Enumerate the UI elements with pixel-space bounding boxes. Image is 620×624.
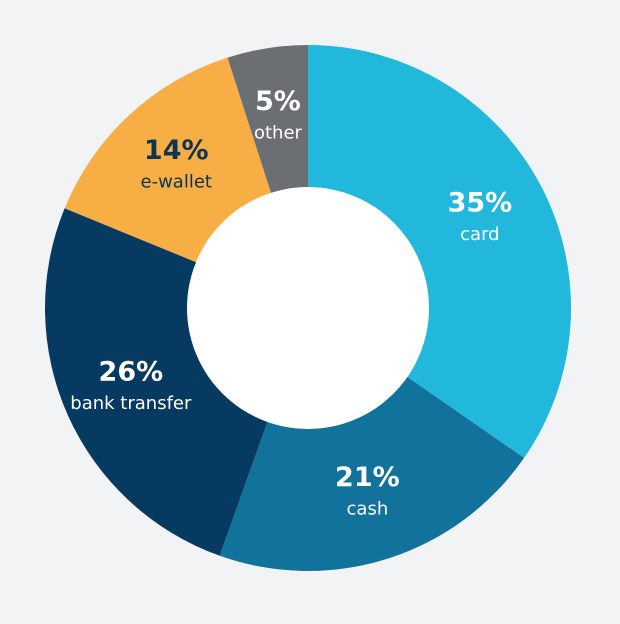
percent-label-bank-transfer: 26% — [99, 357, 164, 388]
category-label-cash: cash — [347, 499, 389, 520]
category-label-bank-transfer: bank transfer — [70, 393, 192, 414]
percent-label-e-wallet: 14% — [144, 135, 209, 166]
category-label-e-wallet: e-wallet — [141, 172, 212, 193]
slice-card — [308, 45, 571, 458]
percent-label-card: 35% — [448, 188, 513, 219]
percent-label-cash: 21% — [335, 462, 400, 493]
labels-layer: 35% card 21% cash 26% bank transfer 14% e-walle… — [70, 86, 512, 520]
category-label-other: other — [254, 122, 303, 143]
percent-label-other: 5% — [255, 86, 301, 117]
category-label-card: card — [460, 224, 499, 245]
donut-hole — [187, 187, 429, 429]
